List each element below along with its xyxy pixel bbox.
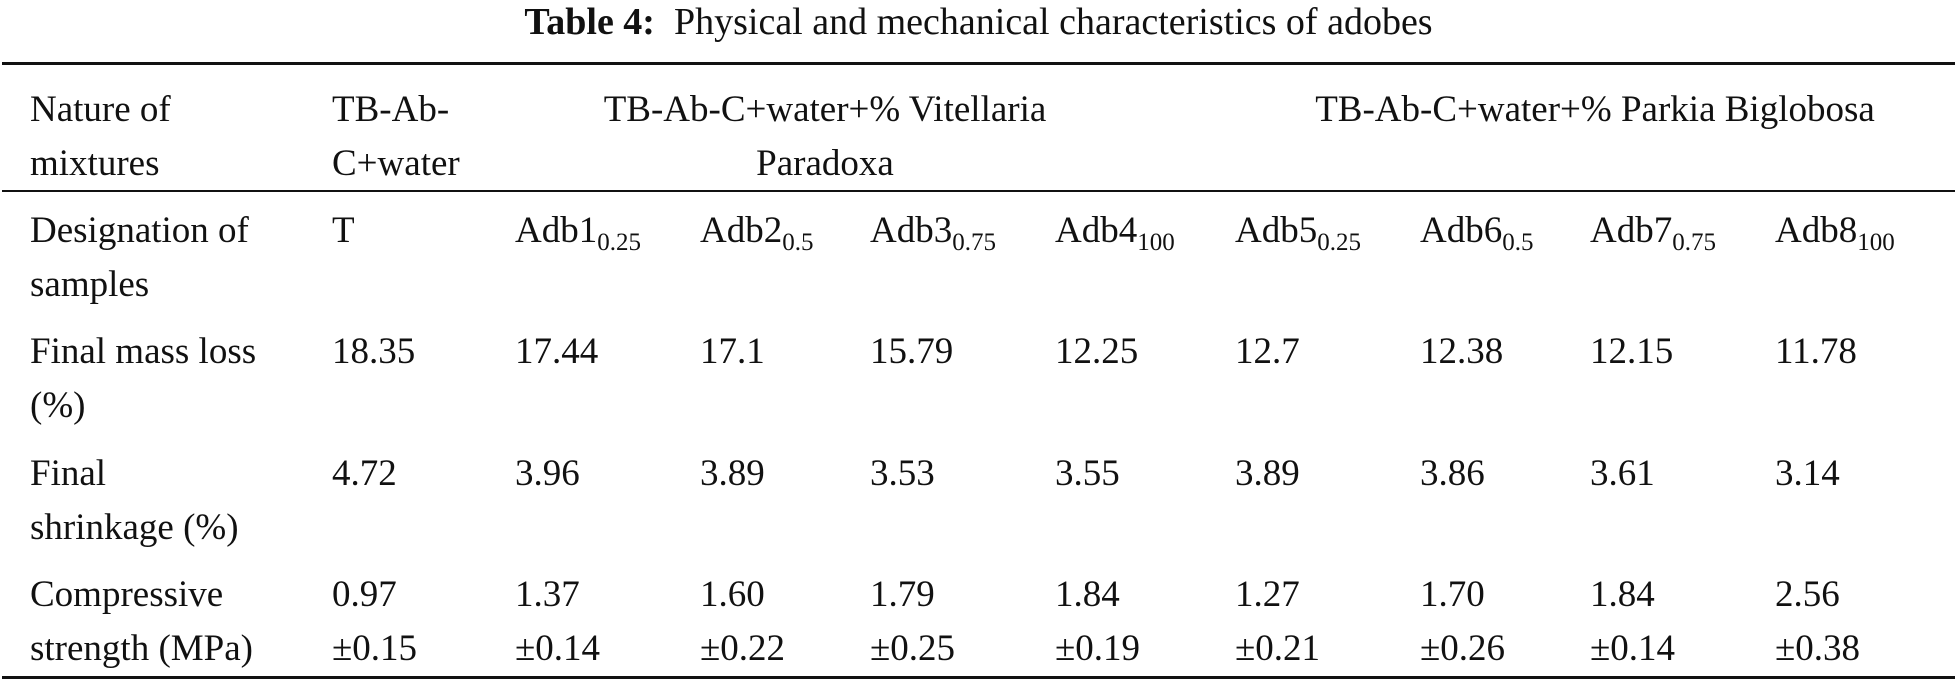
caption-text: Physical and mechanical characteristics … — [673, 1, 1433, 43]
compressive-sd: ±0.14 — [1590, 628, 1676, 669]
sample-subscript: 0.5 — [1502, 229, 1534, 256]
compressive-sd: ±0.19 — [1055, 628, 1141, 669]
compressive-value: 2.56 ±0.38 — [1775, 568, 1860, 676]
sample-subscript: 100 — [1137, 229, 1175, 256]
sample-subscript: 0.75 — [1672, 229, 1716, 256]
compressive-value: 1.27 ±0.21 — [1235, 568, 1320, 676]
shrinkage-value: 3.53 — [870, 453, 935, 494]
sample-designation: Adb20.5 — [700, 204, 813, 258]
sample-designation: Adb50.25 — [1235, 204, 1361, 258]
mass-loss-value: 15.79 — [870, 331, 954, 372]
sample-code: Adb8 — [1775, 210, 1858, 251]
sample-code: Adb1 — [515, 210, 598, 251]
compressive-sd: ±0.22 — [700, 628, 786, 669]
sample-subscript: 0.25 — [597, 229, 641, 256]
compressive-mean: 2.56 — [1775, 574, 1840, 615]
shrinkage-value: 3.89 — [1235, 453, 1300, 494]
sample-subscript: 0.5 — [782, 229, 814, 256]
sample-code: Adb4 — [1055, 210, 1138, 251]
shrinkage-value: 3.55 — [1055, 453, 1120, 494]
sample-designation: Adb10.25 — [515, 204, 641, 258]
shrinkage-value: 3.61 — [1590, 453, 1655, 494]
mass-loss-value: 17.1 — [700, 331, 765, 372]
sample-designation: Adb30.75 — [870, 204, 996, 258]
sample-code: Adb6 — [1420, 210, 1503, 251]
compressive-sd: ±0.15 — [332, 628, 418, 669]
header-nature: Nature of mixtures — [30, 89, 171, 184]
compressive-sd: ±0.26 — [1420, 628, 1506, 669]
compressive-value: 1.84 ±0.14 — [1590, 568, 1675, 676]
designation-label: Designation of samples — [30, 210, 249, 305]
caption-label: Table 4: — [524, 1, 655, 43]
shrinkage-label: Final shrinkage (%) — [30, 453, 239, 548]
compressive-mean: 1.60 — [700, 574, 765, 615]
compressive-label: Compressive strength (MPa) — [30, 574, 253, 669]
mass-loss-value: 12.25 — [1055, 331, 1139, 372]
compressive-value: 1.70 ±0.26 — [1420, 568, 1505, 676]
sample-designation: Adb8100 — [1775, 204, 1895, 258]
sample-code: Adb7 — [1590, 210, 1673, 251]
mass-loss-value: 18.35 — [332, 331, 416, 372]
compressive-sd: ±0.38 — [1775, 628, 1861, 669]
compressive-value: 1.84 ±0.19 — [1055, 568, 1140, 676]
compressive-mean: 1.37 — [515, 574, 580, 615]
top-rule — [2, 62, 1955, 65]
sample-code: T — [332, 210, 355, 251]
sample-code: Adb2 — [700, 210, 783, 251]
header-rule — [2, 190, 1955, 192]
compressive-sd: ±0.14 — [515, 628, 601, 669]
shrinkage-value: 3.96 — [515, 453, 580, 494]
compressive-sd: ±0.21 — [1235, 628, 1321, 669]
compressive-value: 1.60 ±0.22 — [700, 568, 785, 676]
sample-designation: T — [332, 204, 355, 258]
mass-loss-label: Final mass loss (%) — [30, 331, 257, 426]
compressive-value: 1.37 ±0.14 — [515, 568, 600, 676]
sample-designation: Adb4100 — [1055, 204, 1175, 258]
shrinkage-value: 3.14 — [1775, 453, 1840, 494]
shrinkage-value: 3.86 — [1420, 453, 1485, 494]
bottom-rule — [2, 676, 1955, 679]
compressive-sd: ±0.25 — [870, 628, 956, 669]
mass-loss-value: 17.44 — [515, 331, 599, 372]
sample-subscript: 100 — [1857, 229, 1895, 256]
compressive-mean: 1.84 — [1055, 574, 1120, 615]
sample-designation: Adb70.75 — [1590, 204, 1716, 258]
sample-designation: Adb60.5 — [1420, 204, 1533, 258]
header-control: TB-Ab- C+water — [332, 89, 460, 184]
compressive-mean: 1.84 — [1590, 574, 1655, 615]
compressive-mean: 1.27 — [1235, 574, 1300, 615]
compressive-value: 0.97 ±0.15 — [332, 568, 417, 676]
shrinkage-value: 4.72 — [332, 453, 397, 494]
compressive-mean: 1.79 — [870, 574, 935, 615]
shrinkage-value: 3.89 — [700, 453, 765, 494]
sample-subscript: 0.75 — [952, 229, 996, 256]
mass-loss-value: 11.78 — [1775, 331, 1857, 372]
sample-subscript: 0.25 — [1317, 229, 1361, 256]
header-group-parkia: TB-Ab-C+water+% Parkia Biglobosa — [1315, 89, 1875, 130]
compressive-value: 1.79 ±0.25 — [870, 568, 955, 676]
table-caption: Table 4: Physical and mechanical charact… — [0, 2, 1957, 42]
compressive-mean: 1.70 — [1420, 574, 1485, 615]
mass-loss-value: 12.38 — [1420, 331, 1504, 372]
header-group-vitellaria: TB-Ab-C+water+% Vitellaria Paradoxa — [603, 89, 1047, 184]
sample-code: Adb5 — [1235, 210, 1318, 251]
sample-code: Adb3 — [870, 210, 953, 251]
mass-loss-value: 12.7 — [1235, 331, 1300, 372]
compressive-mean: 0.97 — [332, 574, 397, 615]
mass-loss-value: 12.15 — [1590, 331, 1674, 372]
